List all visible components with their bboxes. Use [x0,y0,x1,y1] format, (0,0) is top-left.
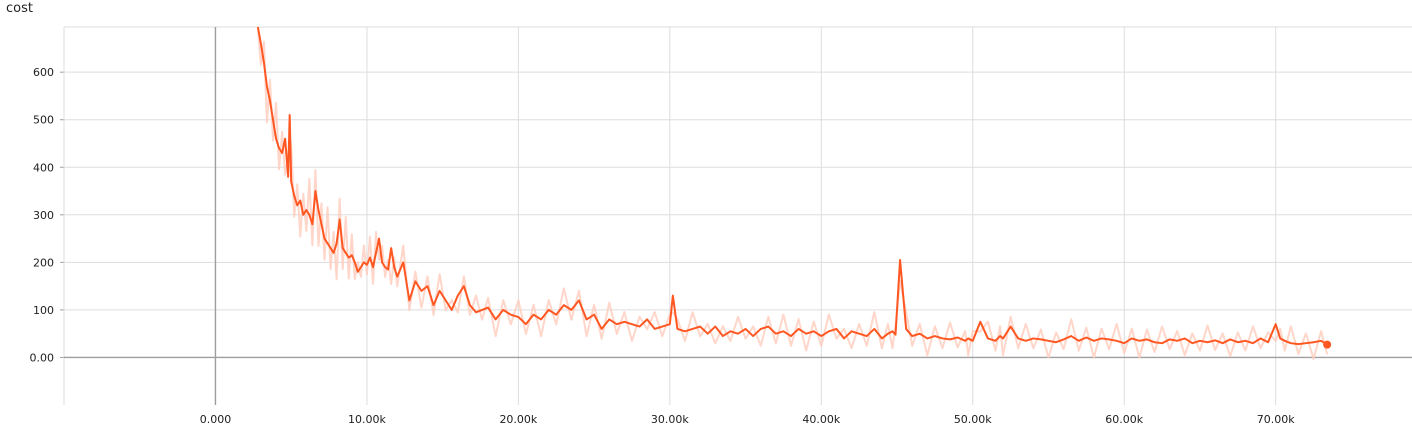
y-tick-label: 100 [33,304,54,317]
x-tick-label: 70.00k [1257,413,1295,426]
y-tick-label: 200 [33,256,54,269]
x-tick-label: 20.00k [499,413,537,426]
series [256,26,1332,361]
tick-labels: 0.00 100 200 300 400 500 600 0.000 10.00k 20.00k 3… [30,66,1296,426]
y-tick-label: 600 [33,66,54,79]
y-tick-label: 500 [33,114,54,127]
y-tick-label: 300 [33,209,54,222]
y-tick-label: 400 [33,161,54,174]
x-tick-label: 60.00k [1105,413,1143,426]
y-tick-label: 0.00 [30,351,55,364]
raw-series-line [256,26,1329,361]
x-tick-label: 0.000 [200,413,232,426]
chart-title: cost [6,1,33,16]
axes [60,27,1412,405]
x-tick-label: 50.00k [954,413,992,426]
x-tick-label: 30.00k [651,413,689,426]
x-tick-label: 10.00k [348,413,386,426]
smoothed-series-line [256,26,1328,346]
x-tick-label: 40.00k [802,413,840,426]
last-point-marker [1323,340,1332,349]
